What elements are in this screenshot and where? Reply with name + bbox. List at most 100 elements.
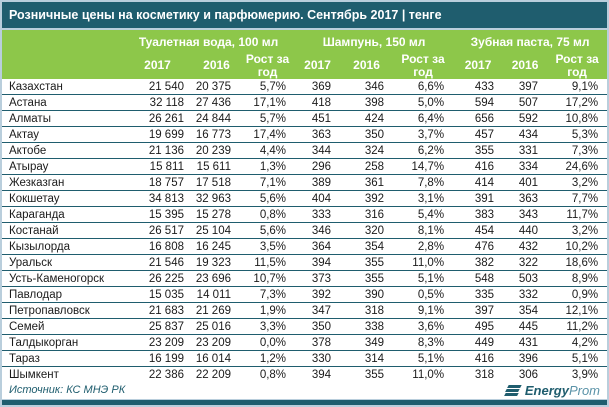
value-cell: 9,1% xyxy=(417,304,445,317)
value-cell: 343 xyxy=(518,208,539,221)
table-row: Актобе 21 136 20 239 4,4% 344 324 6,2% 355 331 7,… xyxy=(2,143,607,159)
value-cell: 18 757 xyxy=(148,176,184,189)
group-header-toilet-water: Туалетная вода, 100 мл xyxy=(122,30,296,52)
value-cell: 2,8% xyxy=(417,240,445,253)
value-cell: 3,2% xyxy=(571,224,599,237)
region-cell: Шымкент xyxy=(9,368,59,381)
value-cell: 32 118 xyxy=(149,96,184,109)
value-cell: 334 xyxy=(518,160,539,173)
value-cell: 3,2% xyxy=(571,176,599,189)
value-cell: 24 844 xyxy=(195,112,231,125)
year-header-row: 2017 2016 Рост за год 2017 2016 Рост за год 20… xyxy=(2,52,607,79)
value-cell: 350 xyxy=(311,320,332,333)
value-cell: 316 xyxy=(364,208,385,221)
energyprom-logo: EnergyProm xyxy=(504,382,600,398)
table-row: Казахстан 21 540 20 375 5,7% 369 346 6,6% 433 39… xyxy=(2,79,607,95)
year-header: Рост за год xyxy=(547,52,607,79)
value-cell: 390 xyxy=(364,288,385,301)
region-cell: Талдыкорган xyxy=(9,336,79,349)
value-cell: 355 xyxy=(364,256,385,269)
value-cell: 21 136 xyxy=(148,144,184,157)
value-cell: 394 xyxy=(311,368,332,381)
value-cell: 0,8% xyxy=(259,368,287,381)
value-cell: 398 xyxy=(364,96,385,109)
value-cell: 16 014 xyxy=(195,352,231,365)
value-cell: 15 811 xyxy=(149,160,184,173)
value-cell: 349 xyxy=(364,336,385,349)
value-cell: 21 269 xyxy=(195,304,231,317)
group-header-toothpaste: Зубная паста, 75 мл xyxy=(453,30,607,52)
table-row: Петропавловск 21 683 21 269 1,9% 347 318 9,1% 3… xyxy=(2,303,607,319)
region-cell: Актау xyxy=(9,128,39,141)
value-cell: 14,7% xyxy=(411,160,445,173)
year-header: 2016 xyxy=(193,52,240,79)
region-cell: Кокшетау xyxy=(9,192,60,205)
logo-text-energy: Energy xyxy=(524,382,569,398)
group-header-row: Туалетная вода, 100 мл Шампунь, 150 мл З… xyxy=(2,30,607,79)
value-cell: 14 011 xyxy=(196,288,231,301)
value-cell: 594 xyxy=(474,96,495,109)
value-cell: 5,1% xyxy=(417,352,445,365)
table-row: Тараз 16 199 16 014 1,2% 330 314 5,1% 416 396 5,1… xyxy=(2,351,607,367)
region-cell: Тараз xyxy=(9,352,40,365)
value-cell: 333 xyxy=(311,208,332,221)
region-cell: Караганда xyxy=(9,208,65,221)
value-cell: 318 xyxy=(474,368,495,381)
value-cell: 16 245 xyxy=(195,240,231,253)
table-row: Астана 32 118 27 436 17,1% 418 398 5,0% 594 507 1… xyxy=(2,95,607,111)
value-cell: 346 xyxy=(311,224,332,237)
value-cell: 3,1% xyxy=(417,192,445,205)
value-cell: 32 963 xyxy=(195,192,231,205)
value-cell: 433 xyxy=(474,80,495,93)
page-title: Розничные цены на косметику и парфюмерию… xyxy=(2,2,607,28)
value-cell: 4,4% xyxy=(259,144,287,157)
value-cell: 25 104 xyxy=(195,224,231,237)
value-cell: 322 xyxy=(518,256,539,269)
value-cell: 21 683 xyxy=(148,304,184,317)
value-cell: 373 xyxy=(311,272,332,285)
table-row: Кызылорда 16 808 16 245 3,5% 364 354 2,8% 476 43… xyxy=(2,239,607,255)
value-cell: 9,1% xyxy=(571,80,599,93)
value-cell: 10,2% xyxy=(565,240,599,253)
value-cell: 383 xyxy=(474,208,495,221)
value-cell: 476 xyxy=(474,240,495,253)
value-cell: 23 209 xyxy=(195,336,231,349)
value-cell: 20 375 xyxy=(195,80,231,93)
value-cell: 454 xyxy=(474,224,495,237)
value-cell: 26 261 xyxy=(148,112,184,125)
year-header: 2016 xyxy=(503,52,548,79)
table-row: Павлодар 15 035 14 011 7,3% 392 390 0,5% 335 332… xyxy=(2,287,607,303)
value-cell: 11,5% xyxy=(254,256,287,269)
footer: Источник: КС МНЭ РК EnergyProm xyxy=(2,381,607,399)
energyprom-bars-icon xyxy=(504,384,522,396)
table-row: Кокшетау 34 813 32 963 5,6% 404 392 3,1% 391 363… xyxy=(2,191,607,207)
value-cell: 19 323 xyxy=(195,256,231,269)
value-cell: 401 xyxy=(518,176,539,189)
price-table: Туалетная вода, 100 мл Шампунь, 150 мл З… xyxy=(2,30,607,381)
value-cell: 3,6% xyxy=(417,320,445,333)
value-cell: 5,7% xyxy=(259,80,287,93)
value-cell: 16 199 xyxy=(148,352,184,365)
value-cell: 1,3% xyxy=(259,160,287,173)
region-cell: Астана xyxy=(9,96,47,109)
region-cell: Уральск xyxy=(9,256,53,269)
value-cell: 320 xyxy=(364,224,385,237)
table-row: Уральск 21 546 19 323 11,5% 394 355 11,0% 382 32… xyxy=(2,255,607,271)
value-cell: 5,0% xyxy=(417,96,445,109)
value-cell: 21 540 xyxy=(148,80,184,93)
year-header: 2017 xyxy=(453,52,504,79)
value-cell: 24,6% xyxy=(565,160,599,173)
value-cell: 17,2% xyxy=(565,96,599,109)
value-cell: 495 xyxy=(474,320,495,333)
value-cell: 1,9% xyxy=(259,304,287,317)
value-cell: 451 xyxy=(311,112,332,125)
value-cell: 414 xyxy=(474,176,495,189)
value-cell: 440 xyxy=(518,224,539,237)
table-body: Казахстан 21 540 20 375 5,7% 369 346 6,6% 433 39… xyxy=(2,79,607,381)
region-cell: Павлодар xyxy=(9,288,62,301)
source-note: Источник: КС МНЭ РК xyxy=(9,384,126,396)
value-cell: 12,1% xyxy=(565,304,599,317)
value-cell: 17,1% xyxy=(253,96,287,109)
table-row: Жезказган 18 757 17 518 7,1% 389 361 7,8% 414 40… xyxy=(2,175,607,191)
